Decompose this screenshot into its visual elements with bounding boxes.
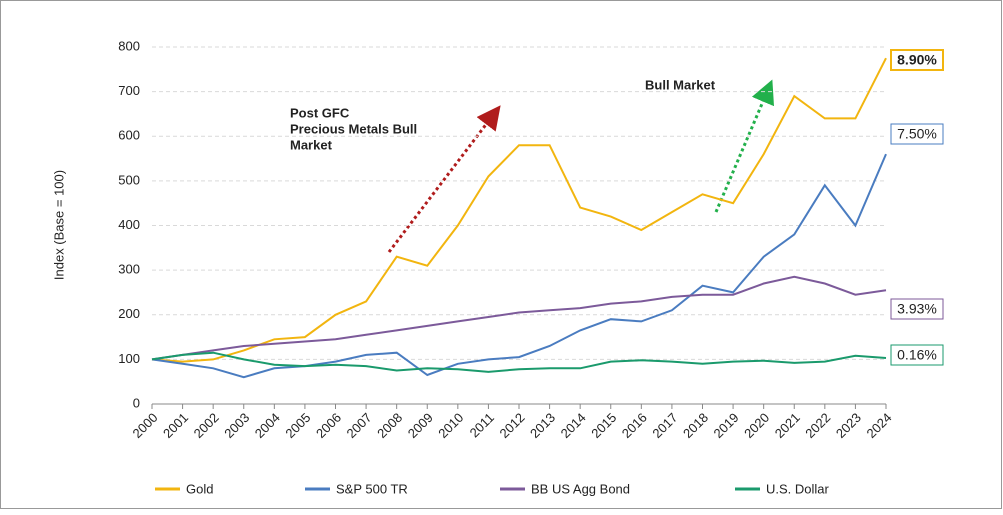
annotation: Post GFC — [290, 105, 350, 120]
series-line — [151, 351, 887, 373]
end-label-text: 3.93% — [897, 301, 937, 317]
y-axis-label: Index (Base = 100) — [51, 170, 66, 280]
y-tick-label: 400 — [118, 217, 140, 232]
y-tick-label: 300 — [118, 262, 140, 277]
annotation: Precious Metals Bull — [290, 121, 417, 136]
y-tick-label: 0 — [133, 395, 140, 410]
end-label: 8.90% — [890, 49, 944, 71]
end-label-box — [890, 123, 944, 145]
y-tick-label: 200 — [118, 306, 140, 321]
legend-label: S&P 500 TR — [336, 481, 408, 496]
annotation: Market — [290, 137, 333, 152]
end-label: 7.50% — [890, 123, 944, 145]
end-label-text: 8.90% — [897, 52, 937, 68]
series-line — [151, 153, 887, 379]
end-label: 3.93% — [890, 298, 944, 320]
end-label: 0.16% — [890, 344, 944, 366]
legend-label: BB US Agg Bond — [531, 481, 630, 496]
arrow — [714, 79, 774, 213]
y-tick-label: 500 — [118, 172, 140, 187]
y-tick-label: 600 — [118, 128, 140, 143]
end-label-text: 0.16% — [897, 347, 937, 363]
y-tick-label: 800 — [118, 38, 140, 53]
legend-label: Gold — [186, 481, 213, 496]
y-tick-label: 100 — [118, 351, 140, 366]
annotation: Bull Market — [645, 77, 716, 92]
series-line — [151, 275, 887, 361]
end-label-text: 7.50% — [897, 126, 937, 142]
end-label-box — [890, 344, 944, 366]
end-label-box — [890, 298, 944, 320]
y-tick-label: 700 — [118, 83, 140, 98]
end-label-box — [890, 49, 944, 71]
legend-label: U.S. Dollar — [766, 481, 830, 496]
series-line — [151, 57, 887, 363]
